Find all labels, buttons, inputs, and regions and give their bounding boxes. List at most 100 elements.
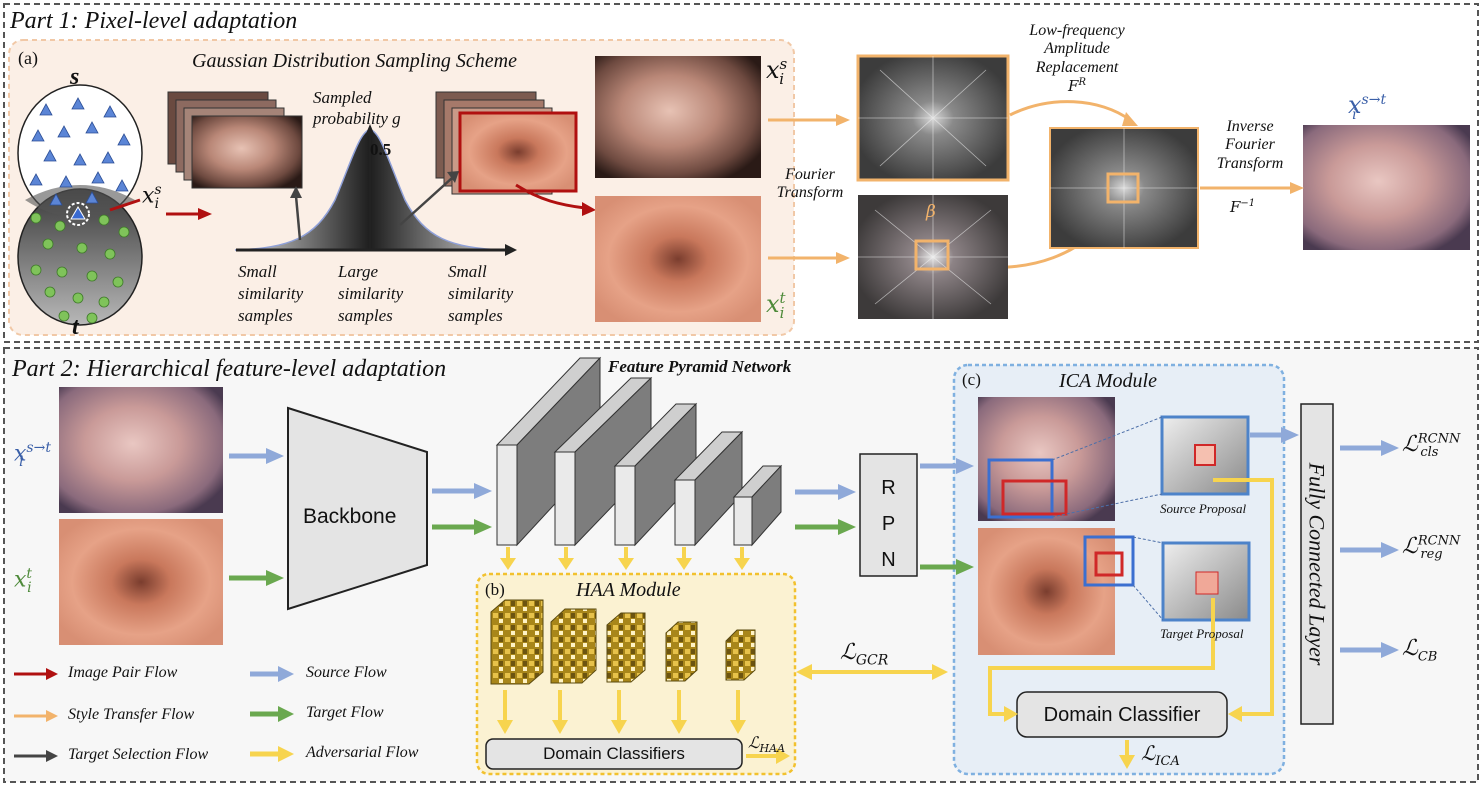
sampled-image-stack-right: [435, 91, 578, 195]
target-sample-icon: [44, 286, 56, 298]
backbone-label: Backbone: [303, 505, 397, 528]
beta-window-target: [914, 239, 950, 271]
target-sample-icon: [98, 214, 110, 226]
sampled-prob-line2: probability g: [313, 109, 401, 128]
target-sample-icon: [30, 264, 42, 276]
selected-image: [458, 111, 578, 193]
xst-label: xs→ti: [1348, 91, 1387, 123]
source-sample-icon: [103, 105, 117, 118]
input-target-image: [59, 519, 223, 645]
domain-overlap: [25, 185, 135, 218]
fc-layer-block: [1300, 403, 1334, 725]
domain-s-label: s: [70, 64, 80, 90]
legend-style-transfer: Style Transfer Flow: [68, 706, 195, 723]
source-sample-icon: [49, 193, 63, 206]
sample-right-2: similarity: [448, 284, 514, 303]
sampled-prob-line1: Sampled: [313, 88, 372, 107]
loss-ica: ℒICA: [1141, 741, 1180, 769]
legend-image-pair: Image Pair Flow: [68, 664, 178, 681]
sample-right-3: samples: [448, 306, 503, 325]
source-sample-icon: [85, 191, 99, 204]
fourier-label: Fourier Transform: [776, 166, 844, 202]
sampled-image-stack-left: [167, 91, 303, 189]
haa-title: HAA Module: [576, 579, 681, 601]
haa-tag: (b): [485, 580, 505, 599]
domain-classifiers-box: [485, 738, 743, 770]
ica-title: ICA Module: [1059, 370, 1157, 392]
loss-gcr: ℒGCR: [840, 640, 889, 669]
sample-left-2: similarity: [238, 284, 304, 303]
peak-value: 0.5: [370, 140, 392, 159]
domain-t-label: t: [72, 314, 79, 340]
source-image: [595, 56, 761, 178]
source-sample-icon: [85, 121, 99, 134]
target-sample-icon: [76, 242, 88, 254]
domain-classifiers-label: Domain Classifiers: [543, 744, 685, 763]
selected-sample-icon: [70, 206, 86, 220]
source-sample-icon: [57, 125, 71, 138]
input-stylized-image: [59, 387, 223, 513]
beta-label: β: [926, 202, 936, 222]
source-proposal-label: Source Proposal: [1160, 501, 1247, 516]
target-sample-icon: [112, 276, 124, 288]
target-image: [595, 196, 761, 322]
source-sample-icon: [117, 133, 131, 146]
source-sample-icon: [39, 103, 53, 116]
selected-sample-marker: [66, 202, 90, 226]
sample-right-1: Small: [448, 262, 487, 281]
fc-layer-label: Fully Connected Layer: [1304, 462, 1330, 666]
xt-label: xti: [766, 289, 786, 322]
target-sample-icon: [58, 310, 70, 322]
target-sample-icon: [86, 312, 98, 324]
domain-classifier-label: Domain Classifier: [1043, 704, 1201, 726]
source-sample-icon: [115, 179, 129, 192]
fpn-blocks: [495, 356, 783, 547]
beta-window-replaced: [1106, 172, 1140, 204]
xs-near-circle: xsi: [142, 182, 162, 212]
inverse-sym: F−1: [1230, 198, 1256, 216]
ica-target-image: [978, 528, 1115, 655]
haa-feature-maps: [490, 599, 756, 685]
domain-circles: [17, 84, 143, 326]
fpn-label: Feature Pyramid Network: [608, 357, 792, 376]
part2-title: Part 2: Hierarchical feature-level adapt…: [12, 356, 447, 382]
loss-reg: ℒRCNNreg: [1402, 533, 1461, 563]
rpn-block: [859, 453, 918, 577]
target-sample-icon: [56, 266, 68, 278]
input-xt-label: xti: [14, 566, 33, 596]
part1-frame: [3, 3, 1479, 343]
source-flow-arrows: [229, 432, 1383, 653]
sample-left-3: samples: [238, 306, 293, 325]
adversarial-flow-arrows: [503, 478, 1274, 758]
gaussian-title: Gaussian Distribution Sampling Scheme: [192, 50, 517, 72]
lowfreq-label: Low-frequency Amplitude Replacement FR: [1029, 22, 1125, 96]
panel-a-tag: (a): [18, 48, 38, 68]
input-xst-label: xs→ti: [14, 440, 51, 470]
source-sample-icon: [59, 175, 73, 188]
target-flow-arrows: [229, 524, 958, 581]
legend-target: Target Flow: [306, 704, 384, 721]
source-sample-icon: [29, 173, 43, 186]
target-sample-icon: [54, 220, 66, 232]
loss-cls: ℒRCNNcls: [1402, 431, 1461, 461]
backbone-block: [287, 406, 428, 611]
inverse-label: Inverse Fourier Transform: [1216, 118, 1284, 172]
xs-label: xsi: [766, 55, 788, 88]
target-sample-icon: [42, 238, 54, 250]
target-sample-icon: [30, 212, 42, 224]
target-sample-icon: [104, 248, 116, 260]
ica-tag: (c): [962, 370, 981, 389]
sample-mid-3: samples: [338, 306, 393, 325]
target-sample-icon: [118, 226, 130, 238]
target-sample-icon: [72, 292, 84, 304]
legend-source: Source Flow: [306, 664, 387, 681]
sample-mid-2: similarity: [338, 284, 404, 303]
legend-arrows: [14, 666, 294, 762]
sample-left-1: Small: [238, 262, 277, 281]
stylized-image: [1303, 125, 1470, 250]
loss-cb: ℒCB: [1402, 636, 1438, 665]
loss-haa: ℒHAA: [748, 733, 786, 756]
source-sample-icon: [71, 97, 85, 110]
